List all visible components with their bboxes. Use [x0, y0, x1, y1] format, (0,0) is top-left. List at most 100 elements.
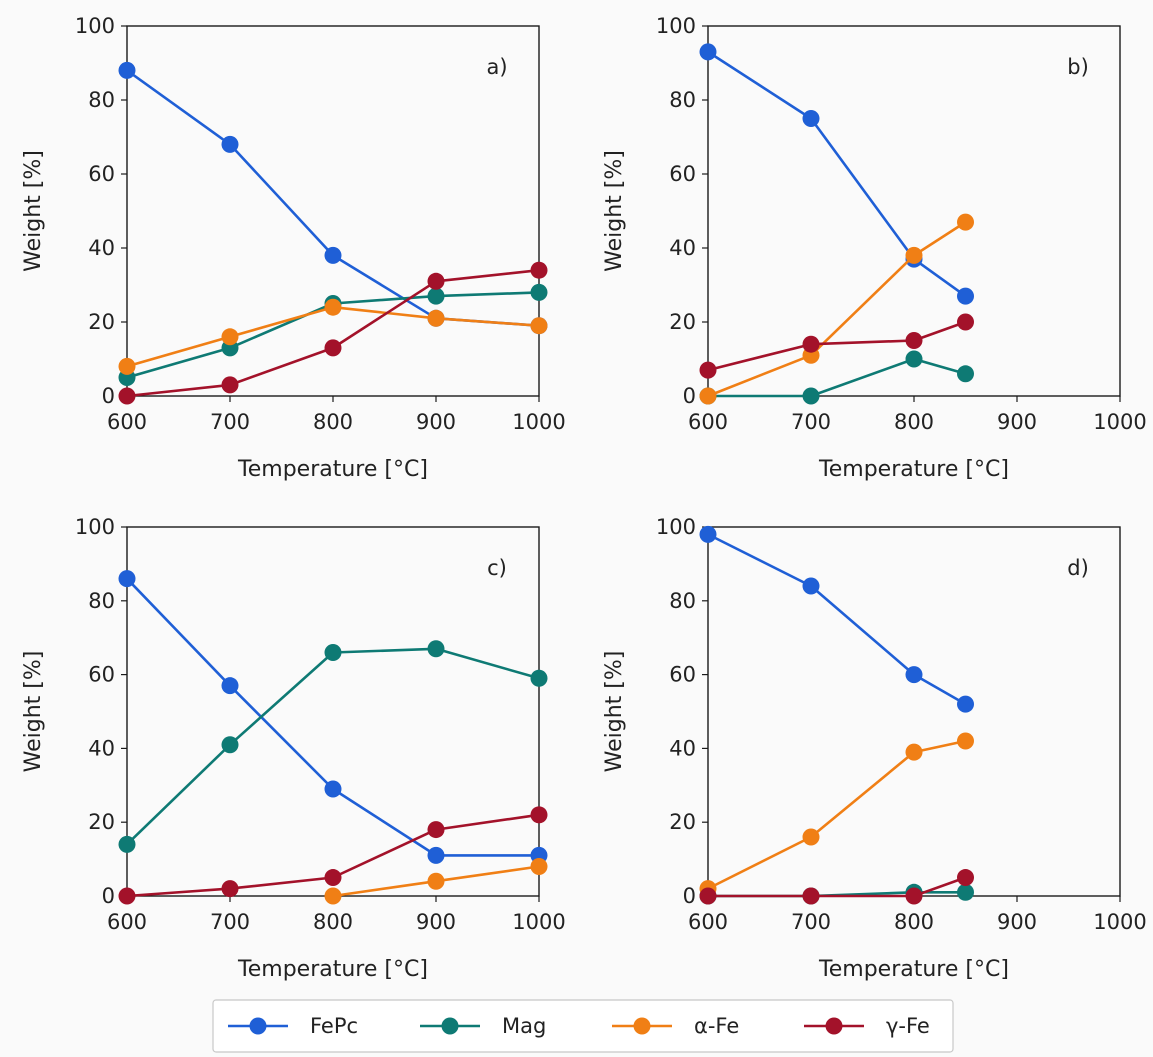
y-axis-label: Weight [%] [602, 150, 627, 272]
x-axis-label: Temperature [°C] [237, 457, 428, 482]
series-line-fepc [126, 577, 539, 857]
data-point-fepc [221, 677, 239, 695]
y-tick-label: 20 [669, 810, 696, 834]
data-point-fepc [699, 43, 717, 61]
data-point-fepc [221, 135, 239, 153]
series-line-fe [707, 221, 967, 398]
data-point-fepc [118, 61, 136, 79]
data-point-fe [530, 261, 548, 279]
panel-a: 600 700 800 900 1000 0 20 40 60 80 100 Temperature … [21, 14, 566, 482]
y-tick-label: 100 [656, 515, 696, 539]
y-tick-label: 0 [102, 884, 115, 908]
legend-label-mag: Mag [502, 1014, 546, 1038]
series-fe [699, 313, 974, 379]
panel-label: a) [486, 55, 507, 79]
data-point-fe [802, 887, 820, 905]
data-point-fe [699, 361, 717, 379]
y-tick-label: 80 [88, 88, 115, 112]
data-point-fepc [905, 666, 923, 684]
x-tick-label: 800 [894, 410, 934, 434]
data-point-fe [699, 387, 717, 405]
legend-label-fepc: FePc [310, 1014, 358, 1038]
panel-d: 600 700 800 900 1000 0 20 40 60 80 100 Temperature … [602, 515, 1147, 982]
panel-b: 600 700 800 900 1000 0 20 40 60 80 100 Temperature … [602, 14, 1147, 482]
series-line-fepc [707, 50, 967, 298]
x-tick-label: 1000 [1093, 410, 1146, 434]
series-fepc [699, 43, 974, 305]
legend-marker-fe [825, 1017, 843, 1035]
plot-frame [707, 526, 1121, 897]
y-tick-label: 40 [88, 236, 115, 260]
data-point-fe [118, 887, 136, 905]
y-tick-label: 20 [669, 310, 696, 334]
y-tick-label: 0 [683, 384, 696, 408]
x-tick-label: 1000 [512, 410, 565, 434]
x-axis-label: Temperature [°C] [237, 957, 428, 982]
data-point-fe [324, 869, 342, 887]
y-tick-label: 80 [669, 88, 696, 112]
y-tick-label: 100 [75, 14, 115, 38]
panel-label: d) [1067, 556, 1089, 580]
x-tick-label: 600 [107, 910, 147, 934]
y-axis-label: Weight [%] [602, 651, 627, 773]
y-tick-label: 80 [669, 589, 696, 613]
legend-label-fe: γ-Fe [886, 1014, 930, 1038]
series-fepc [118, 570, 548, 864]
x-tick-label: 900 [997, 910, 1037, 934]
legend-marker-fe [633, 1017, 651, 1035]
y-tick-label: 40 [88, 736, 115, 760]
legend: FePc Mag α-Fe γ-Fe [212, 999, 954, 1053]
data-point-fepc [118, 570, 136, 588]
data-point-fepc [427, 846, 445, 864]
y-tick-label: 60 [669, 663, 696, 687]
x-tick-label: 700 [791, 910, 831, 934]
series-mag [699, 883, 974, 905]
x-axis-label: Temperature [°C] [818, 957, 1009, 982]
y-tick-label: 100 [75, 515, 115, 539]
data-point-fe [802, 335, 820, 353]
data-point-mag [221, 736, 239, 754]
data-point-fe [324, 339, 342, 357]
data-point-fepc [324, 780, 342, 798]
data-point-fe [427, 872, 445, 890]
data-point-fe [905, 743, 923, 761]
series-line-fe [126, 268, 540, 398]
data-point-fe [427, 309, 445, 327]
data-point-fe [427, 821, 445, 839]
y-tick-label: 100 [656, 14, 696, 38]
x-tick-label: 700 [210, 910, 250, 934]
y-tick-label: 60 [669, 162, 696, 186]
panel-label: b) [1067, 55, 1089, 79]
data-point-fe [905, 332, 923, 349]
series-fe [324, 857, 548, 905]
x-tick-label: 900 [997, 410, 1037, 434]
data-point-fe [699, 887, 717, 905]
series-line-mag [708, 357, 966, 398]
y-tick-label: 40 [669, 736, 696, 760]
data-point-fepc [699, 525, 717, 543]
y-tick-label: 20 [88, 810, 115, 834]
x-tick-label: 800 [313, 410, 353, 434]
x-tick-label: 800 [313, 910, 353, 934]
data-point-fe [957, 213, 974, 231]
legend-marker-fepc [249, 1017, 267, 1035]
series-line-fe [126, 305, 540, 368]
plot-frame [126, 526, 540, 897]
data-point-mag [427, 640, 445, 658]
legend-label-fe: α-Fe [694, 1014, 739, 1038]
y-tick-label: 0 [683, 884, 696, 908]
series-fe [699, 732, 974, 898]
x-axis-label: Temperature [°C] [818, 457, 1009, 482]
data-point-mag [957, 365, 974, 383]
series-line-fepc [707, 533, 967, 706]
x-tick-label: 800 [894, 910, 934, 934]
data-point-fe [324, 298, 342, 316]
data-point-fepc [957, 695, 974, 713]
y-axis-label: Weight [%] [21, 150, 46, 272]
series-line-fe [707, 320, 966, 372]
y-tick-label: 40 [669, 236, 696, 260]
x-tick-label: 600 [107, 410, 147, 434]
data-point-fe [221, 880, 239, 898]
data-point-mag [802, 387, 820, 405]
